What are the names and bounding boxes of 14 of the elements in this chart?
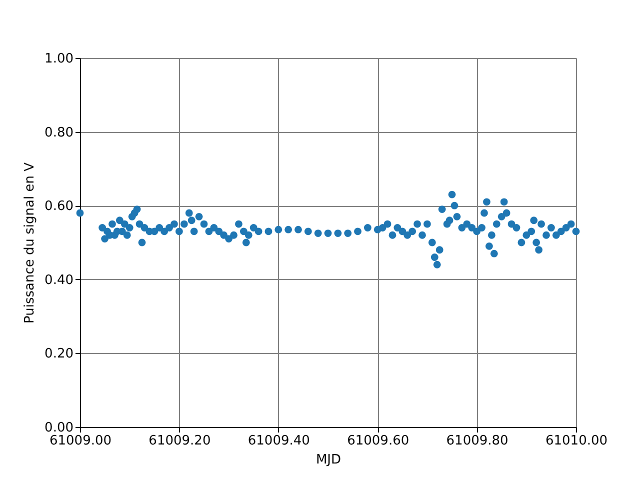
x-axis-title: MJD [316,452,342,468]
y-tick-label: 0.20 [44,346,74,362]
x-tick-label: 61009.60 [347,434,410,448]
y-axis-title: Puissance du signal en V [22,162,38,324]
y-tick-label: 0.00 [44,420,74,436]
x-tick-label: 61010.00 [545,434,608,448]
x-tick-label: 61009.40 [248,434,310,448]
y-tick-label: 1.00 [44,52,74,66]
y-tick-label: 0.80 [44,125,74,140]
x-tick-label: 61009.20 [148,434,211,448]
y-tick-label: 0.60 [44,199,74,214]
x-tick-label: 61009.80 [446,434,508,448]
x-tick-label: 61009.00 [49,434,112,448]
y-tick-label: 0.40 [44,272,74,288]
